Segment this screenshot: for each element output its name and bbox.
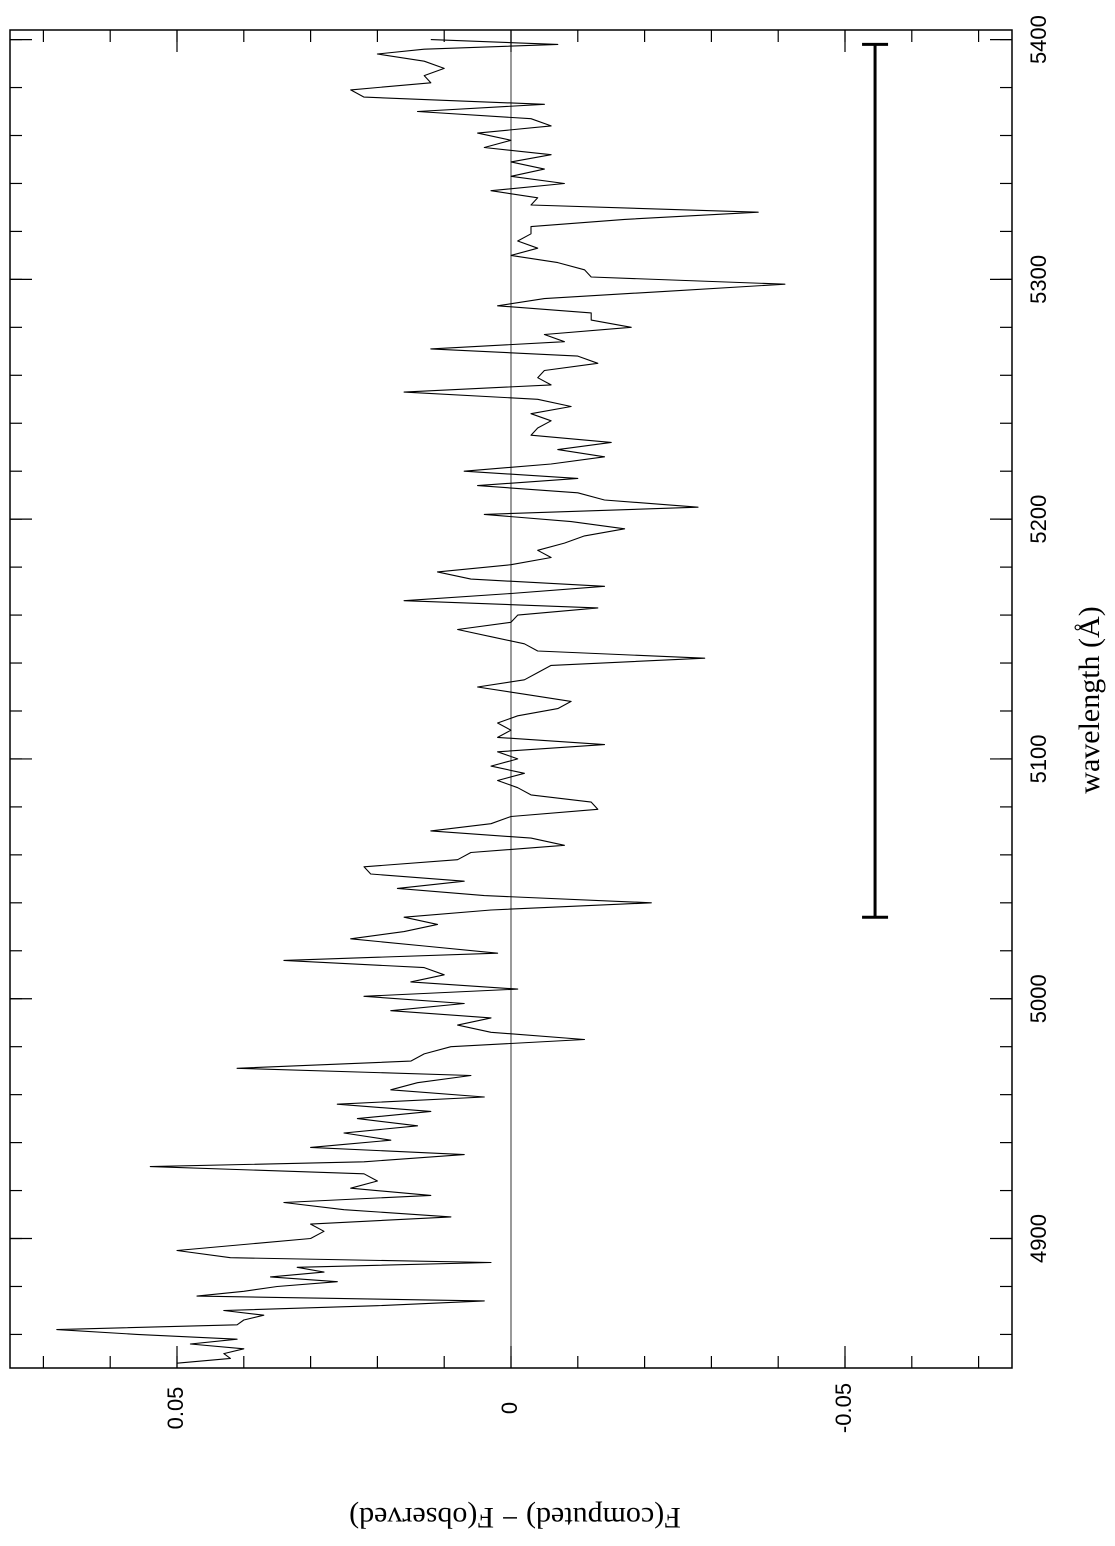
x-tick-label: 4900 bbox=[1026, 1214, 1051, 1263]
x-tick-label: 5000 bbox=[1026, 974, 1051, 1023]
y-tick-label: -0.05 bbox=[831, 1383, 856, 1433]
y-tick-label: 0 bbox=[497, 1402, 522, 1414]
y-axis-label: F(computed) − F(observed) bbox=[349, 1501, 681, 1534]
x-tick-label: 5300 bbox=[1026, 255, 1051, 304]
x-tick-label: 5200 bbox=[1026, 495, 1051, 544]
x-axis-label: wavelength (Å) bbox=[1073, 606, 1106, 793]
y-tick-label: 0.05 bbox=[163, 1387, 188, 1430]
x-tick-label: 5100 bbox=[1026, 734, 1051, 783]
data-line bbox=[56, 39, 786, 1364]
x-tick-label: 5400 bbox=[1026, 15, 1051, 64]
